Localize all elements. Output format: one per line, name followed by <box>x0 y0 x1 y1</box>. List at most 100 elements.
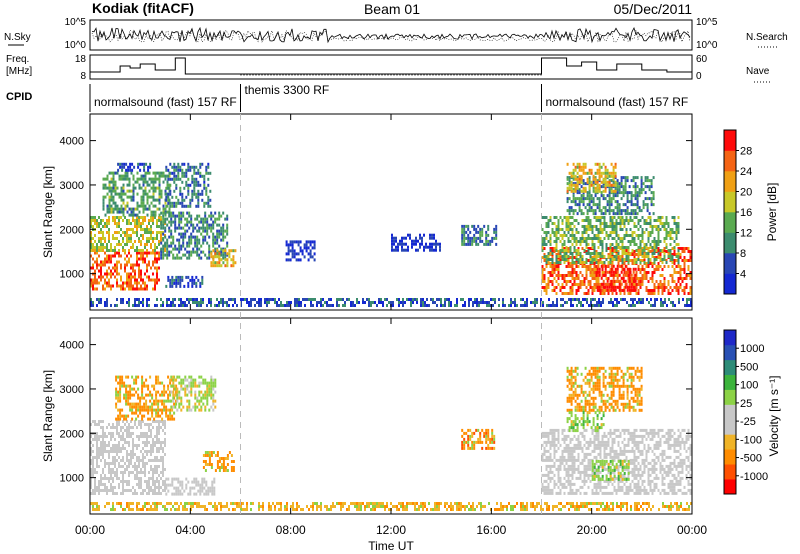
data-cell <box>108 465 110 468</box>
data-cell <box>624 298 626 301</box>
data-cell <box>549 247 552 250</box>
data-cell <box>653 283 656 286</box>
data-cell <box>118 195 121 199</box>
data-cell <box>633 237 636 240</box>
data-cell <box>568 209 571 213</box>
data-cell <box>589 247 592 250</box>
data-cell <box>180 301 182 304</box>
data-cell <box>142 210 145 214</box>
data-cell <box>198 247 201 251</box>
data-cell <box>164 453 166 456</box>
data-cell <box>659 253 662 256</box>
data-cell <box>102 219 104 222</box>
data-cell <box>140 174 143 178</box>
data-cell <box>338 298 340 301</box>
data-cell <box>135 390 138 394</box>
data-cell <box>650 200 653 204</box>
data-cell <box>92 243 94 246</box>
data-cell <box>146 213 149 217</box>
data-cell <box>127 402 130 406</box>
data-cell <box>168 220 171 224</box>
data-cell <box>132 183 135 187</box>
data-cell <box>660 304 662 307</box>
data-cell <box>165 405 168 409</box>
data-cell <box>622 185 625 189</box>
data-cell <box>110 192 113 196</box>
data-cell <box>123 381 126 385</box>
data-cell <box>600 212 603 216</box>
data-cell <box>117 168 120 172</box>
data-cell <box>266 298 268 301</box>
data-cell <box>566 182 569 186</box>
data-cell <box>136 228 138 231</box>
data-cell <box>204 390 207 394</box>
data-cell <box>588 203 591 207</box>
data-cell <box>403 236 405 240</box>
data-cell <box>108 195 111 199</box>
data-cell <box>196 253 199 257</box>
data-cell <box>686 298 688 301</box>
data-cell <box>563 277 566 280</box>
data-cell <box>647 237 650 240</box>
data-cell <box>126 489 128 492</box>
data-cell <box>110 304 112 307</box>
data-cell <box>138 301 140 304</box>
data-cell <box>415 239 417 243</box>
data-cell <box>568 183 571 187</box>
data-cell <box>164 438 166 441</box>
data-cell <box>129 405 132 409</box>
data-cell <box>98 423 100 426</box>
data-cell <box>170 390 173 394</box>
data-cell <box>645 222 648 225</box>
data-cell <box>307 246 310 250</box>
data-cell <box>598 171 601 175</box>
data-cell <box>165 399 168 403</box>
data-cell <box>410 301 412 304</box>
data-cell <box>634 267 637 271</box>
data-cell <box>307 240 310 244</box>
data-cell <box>96 450 98 453</box>
data-cell <box>581 231 584 234</box>
data-cell <box>147 387 150 391</box>
data-cell <box>557 237 560 240</box>
data-cell <box>133 381 136 385</box>
data-cell <box>218 244 221 248</box>
data-cell <box>146 284 148 288</box>
data-cell <box>178 238 181 242</box>
data-cell <box>116 492 118 495</box>
data-cell <box>598 209 601 213</box>
data-cell <box>116 444 118 447</box>
data-cell <box>641 237 644 240</box>
data-cell <box>206 381 209 385</box>
data-cell <box>573 261 576 264</box>
data-cell <box>320 301 322 304</box>
data-cell <box>112 234 114 237</box>
data-cell <box>124 471 126 474</box>
data-cell <box>94 468 96 471</box>
data-cell <box>152 240 154 243</box>
data-cell <box>572 168 575 172</box>
data-cell <box>162 207 165 211</box>
data-cell <box>136 249 138 252</box>
data-cell <box>118 477 120 480</box>
data-cell <box>541 243 544 246</box>
data-cell <box>163 399 166 403</box>
data-cell <box>569 274 572 277</box>
data-cell <box>182 214 185 218</box>
data-cell <box>98 465 100 468</box>
data-cell <box>578 177 581 181</box>
data-cell <box>190 387 193 391</box>
data-cell <box>174 244 177 248</box>
data-cell <box>222 256 225 260</box>
data-cell <box>152 251 154 255</box>
data-cell <box>116 171 119 175</box>
data-cell <box>299 249 302 253</box>
data-cell <box>128 177 131 181</box>
data-cell <box>106 257 108 261</box>
data-cell <box>677 258 680 261</box>
data-cell <box>200 390 203 394</box>
data-cell <box>406 298 408 301</box>
data-cell <box>555 234 558 237</box>
data-cell <box>585 292 588 295</box>
data-cell <box>173 180 176 184</box>
